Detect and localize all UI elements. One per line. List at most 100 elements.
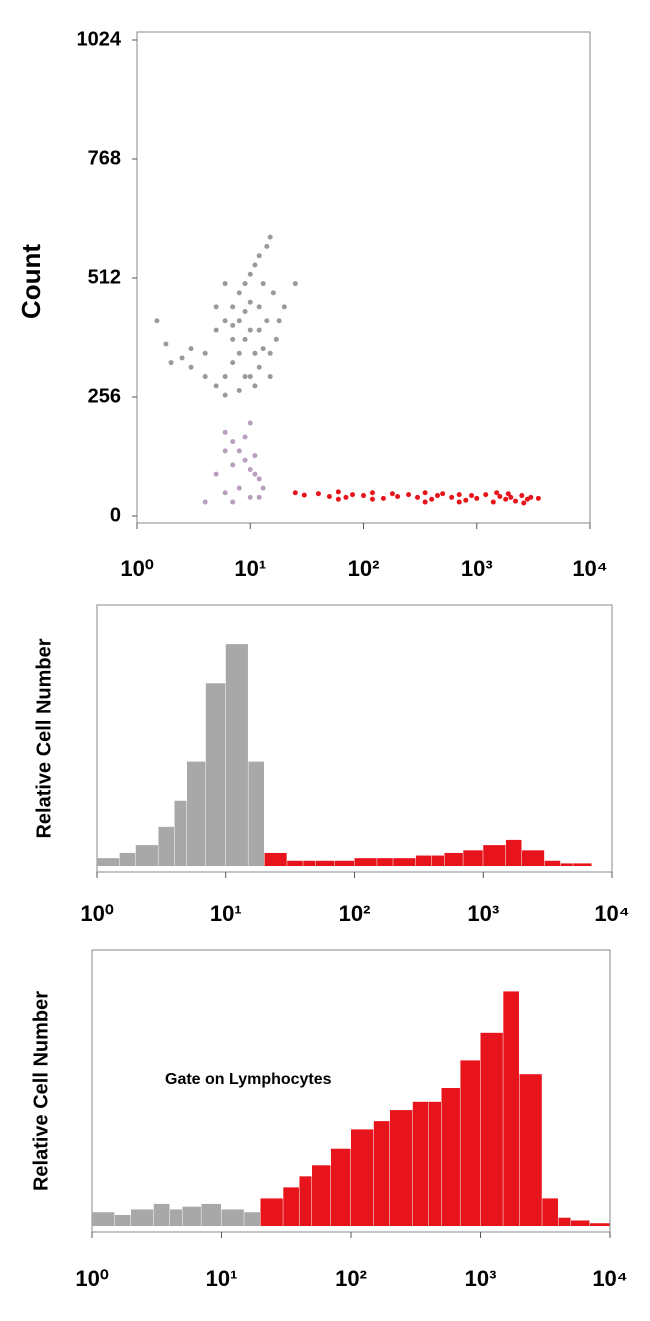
bar bbox=[351, 1129, 374, 1226]
point bbox=[270, 290, 276, 296]
point bbox=[222, 281, 228, 287]
point bbox=[260, 281, 266, 287]
point bbox=[513, 498, 519, 504]
y-axis-label: Relative Cell Number bbox=[33, 638, 55, 838]
bar bbox=[264, 852, 287, 866]
point bbox=[463, 497, 469, 503]
bar bbox=[377, 858, 393, 866]
bar bbox=[205, 683, 226, 866]
point bbox=[256, 494, 262, 500]
x-tick-label: 10¹ bbox=[234, 556, 266, 581]
bar bbox=[299, 1176, 312, 1226]
point bbox=[335, 489, 341, 495]
point bbox=[188, 364, 194, 370]
point bbox=[380, 495, 386, 501]
bar bbox=[354, 858, 377, 866]
point bbox=[236, 290, 242, 296]
point bbox=[326, 493, 332, 499]
bar bbox=[174, 800, 187, 866]
bar bbox=[483, 845, 506, 866]
point bbox=[222, 392, 228, 398]
bar bbox=[522, 850, 545, 866]
point bbox=[230, 439, 236, 445]
bar bbox=[135, 845, 158, 866]
point bbox=[222, 318, 228, 324]
point bbox=[256, 304, 262, 310]
point bbox=[260, 346, 266, 352]
x-tick-label: 10¹ bbox=[206, 1266, 238, 1291]
bar bbox=[153, 1203, 170, 1226]
bar bbox=[480, 1032, 503, 1226]
point bbox=[508, 494, 514, 500]
point bbox=[213, 304, 219, 310]
point bbox=[252, 453, 258, 459]
point bbox=[369, 496, 375, 502]
point bbox=[247, 420, 253, 426]
x-tick-label: 10⁰ bbox=[80, 901, 113, 926]
bar bbox=[186, 761, 206, 866]
bar bbox=[519, 1074, 542, 1226]
x-tick-label: 10² bbox=[335, 1266, 367, 1291]
y-axis-label: Relative Cell Number bbox=[30, 991, 52, 1191]
point bbox=[292, 490, 298, 496]
point bbox=[222, 490, 228, 496]
bar bbox=[169, 1209, 183, 1226]
point bbox=[276, 318, 282, 324]
bar bbox=[283, 1187, 299, 1226]
point bbox=[202, 499, 208, 505]
point bbox=[230, 322, 236, 328]
point bbox=[230, 304, 236, 310]
point bbox=[264, 318, 270, 324]
point bbox=[343, 494, 349, 500]
point bbox=[252, 383, 258, 389]
point bbox=[260, 485, 266, 491]
point bbox=[236, 387, 242, 393]
point bbox=[230, 462, 236, 468]
x-tick-label: 10⁴ bbox=[572, 556, 607, 581]
point bbox=[483, 492, 489, 498]
point bbox=[490, 499, 496, 505]
x-tick-label: 10² bbox=[339, 901, 371, 926]
bar bbox=[428, 1101, 442, 1226]
bar bbox=[334, 860, 354, 866]
point bbox=[236, 485, 242, 491]
bar bbox=[244, 1212, 260, 1226]
bar bbox=[441, 1088, 460, 1226]
point bbox=[422, 490, 428, 496]
bar bbox=[248, 761, 265, 866]
bar bbox=[312, 1165, 331, 1226]
point bbox=[505, 491, 511, 497]
bar bbox=[201, 1203, 221, 1226]
point bbox=[315, 491, 321, 497]
point bbox=[242, 336, 248, 342]
point bbox=[242, 308, 248, 314]
bar bbox=[460, 1060, 480, 1226]
y-tick-label: 512 bbox=[88, 266, 121, 288]
plot-frame bbox=[136, 31, 591, 524]
x-tick-label: 10² bbox=[348, 556, 380, 581]
bar bbox=[303, 860, 316, 866]
annotation: Gate on Lymphocytes bbox=[165, 1071, 332, 1088]
point bbox=[335, 496, 341, 502]
bar bbox=[389, 1110, 413, 1226]
x-tick-label: 10⁰ bbox=[120, 556, 153, 581]
point bbox=[247, 327, 253, 333]
point bbox=[188, 346, 194, 352]
point bbox=[230, 336, 236, 342]
point bbox=[236, 318, 242, 324]
point bbox=[247, 494, 253, 500]
point bbox=[252, 471, 258, 477]
x-tick-label: 10¹ bbox=[210, 901, 242, 926]
bar bbox=[221, 1209, 244, 1226]
point bbox=[434, 493, 440, 499]
point bbox=[154, 318, 160, 324]
bar bbox=[544, 860, 561, 866]
point bbox=[242, 281, 248, 287]
point bbox=[222, 374, 228, 380]
point bbox=[242, 434, 248, 440]
y-tick-label: 768 bbox=[88, 147, 121, 169]
point bbox=[389, 491, 395, 497]
point bbox=[230, 499, 236, 505]
point bbox=[242, 374, 248, 380]
